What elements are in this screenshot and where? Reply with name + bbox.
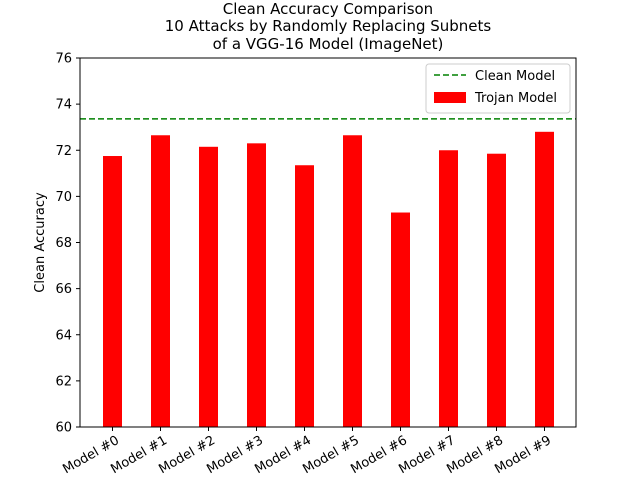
y-tick-label-0: 60 [55, 421, 72, 436]
chart-title-line-2: 10 Attacks by Randomly Replacing Subnets [165, 17, 492, 35]
y-tick-label-1: 62 [55, 374, 72, 389]
legend-trojan-model-label: Trojan Model [474, 91, 557, 106]
y-axis-label: Clean Accuracy [33, 192, 48, 293]
y-tick-label-8: 76 [55, 52, 72, 67]
bar-4 [295, 165, 314, 427]
y-tick-label-3: 66 [55, 282, 72, 297]
chart-title: Clean Accuracy Comparison 10 Attacks by … [165, 0, 492, 53]
bar-8 [487, 153, 506, 427]
bar-2 [199, 146, 218, 427]
legend: Clean Model Trojan Model [425, 63, 571, 114]
y-tick-label-4: 68 [55, 236, 72, 251]
legend-trojan-model-swatch [434, 92, 466, 103]
y-tick-label-7: 74 [55, 98, 72, 113]
bar-9 [535, 131, 554, 428]
bar-1 [151, 135, 170, 427]
y-tick-label-2: 64 [55, 328, 72, 343]
bar-3 [247, 143, 266, 428]
chart-title-line-3: of a VGG-16 Model (ImageNet) [213, 35, 444, 53]
bar-7 [439, 150, 458, 427]
bar-series-trojan-model [103, 131, 554, 428]
chart-title-line-1: Clean Accuracy Comparison [223, 0, 433, 18]
y-axis: 60 62 64 66 68 70 72 74 76 [55, 52, 80, 436]
bar-5 [343, 135, 362, 427]
bar-6 [391, 212, 410, 427]
legend-clean-model-label: Clean Model [475, 69, 555, 84]
y-tick-label-6: 72 [55, 144, 72, 159]
y-tick-label-5: 70 [55, 190, 72, 205]
bar-0 [103, 156, 122, 427]
